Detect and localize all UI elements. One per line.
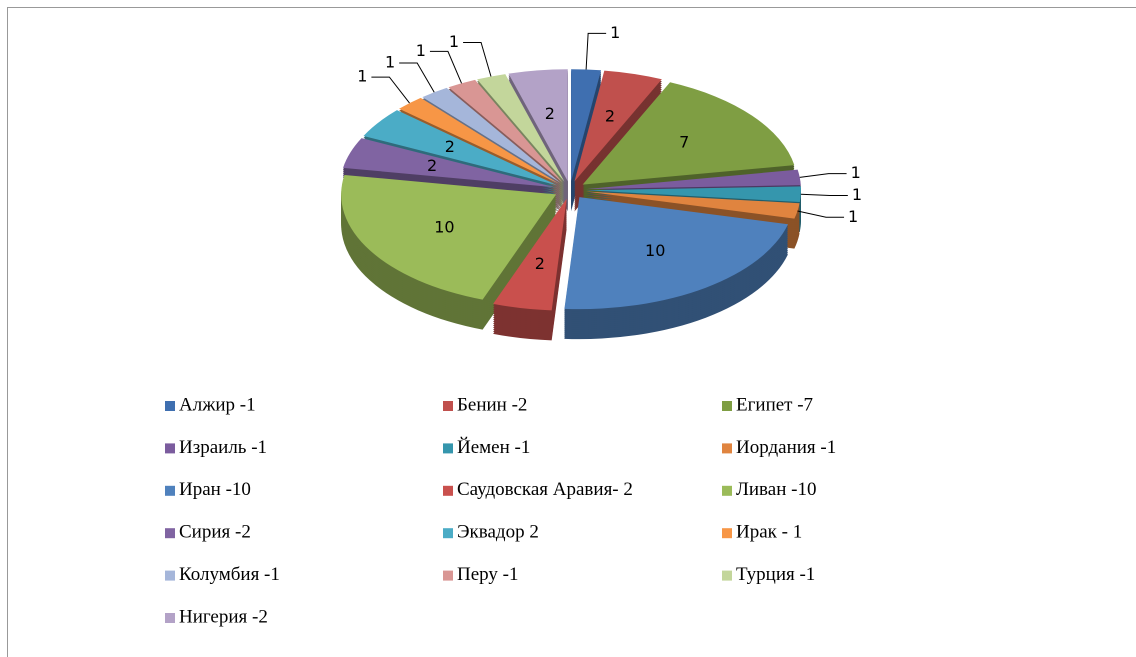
legend-label: Турция -1 <box>736 564 815 585</box>
legend-label: Израиль -1 <box>179 437 267 458</box>
legend-swatch <box>165 401 175 411</box>
slice <box>564 197 789 310</box>
data-label: 10 <box>434 218 454 237</box>
legend-label: Бенин -2 <box>457 394 527 415</box>
data-label: 7 <box>679 133 689 152</box>
legend-swatch <box>722 401 732 411</box>
legend-swatch <box>165 613 175 623</box>
legend-swatch <box>443 528 453 539</box>
data-label: 2 <box>535 254 545 273</box>
legend-swatch <box>165 443 175 454</box>
legend-label: Иран -10 <box>179 479 251 500</box>
data-label: 1 <box>848 207 858 226</box>
leader-line <box>463 41 492 77</box>
data-label: 1 <box>610 23 620 42</box>
slice-side <box>585 193 800 221</box>
legend-label: Перу -1 <box>457 564 518 585</box>
legend-swatch <box>722 570 732 581</box>
data-label: 10 <box>645 241 665 260</box>
slice <box>363 110 557 186</box>
leader-line <box>799 173 847 178</box>
slice <box>477 74 565 182</box>
legend-label: Алжир -1 <box>179 394 256 415</box>
data-label: 1 <box>385 52 395 71</box>
slice <box>585 169 801 190</box>
legend-label: Иордания -1 <box>736 437 836 458</box>
slice <box>493 198 567 311</box>
data-label: 2 <box>545 104 555 123</box>
data-label: 1 <box>449 32 459 51</box>
slice <box>585 191 800 219</box>
data-label: 1 <box>852 185 862 204</box>
slice <box>343 138 555 188</box>
legend-swatch <box>722 485 732 496</box>
legend-label: Колумбия -1 <box>179 564 280 585</box>
legend-swatch <box>722 443 732 454</box>
slice <box>508 69 568 182</box>
legend-label: Египет -7 <box>736 394 813 415</box>
legend-swatch <box>165 528 175 539</box>
legend-label: Ирак - 1 <box>736 522 802 543</box>
data-label: 2 <box>427 156 437 175</box>
data-label: 2 <box>605 106 615 125</box>
leader-line <box>429 50 463 84</box>
legend-label: Саудовская Аравия- 2 <box>457 479 633 500</box>
leader-line <box>585 32 607 70</box>
leader-line <box>399 62 435 93</box>
legend-swatch <box>165 570 175 581</box>
slice-side <box>585 197 800 225</box>
leader-line <box>797 210 845 218</box>
leader-line <box>371 76 410 104</box>
legend-swatch <box>443 570 453 581</box>
legend-swatch <box>165 485 175 496</box>
legend-swatch <box>443 443 453 454</box>
legend-label: Ливан -10 <box>736 479 816 500</box>
legend-label: Нигерия -2 <box>179 606 268 627</box>
data-label: 2 <box>445 137 455 156</box>
slice <box>448 79 563 183</box>
slice <box>582 82 795 185</box>
data-label: 1 <box>851 163 861 182</box>
legend-label: Йемен -1 <box>457 437 530 458</box>
legend-swatch <box>722 528 732 539</box>
slice <box>341 174 557 300</box>
slice <box>399 97 559 184</box>
slice <box>574 70 662 182</box>
slice <box>585 186 801 203</box>
legend-label: Сирия -2 <box>179 522 251 543</box>
legend-swatch <box>443 401 453 411</box>
data-label: 1 <box>416 41 426 60</box>
slice <box>422 87 561 183</box>
data-label: 1 <box>357 67 367 86</box>
slice-side <box>585 195 800 223</box>
leader-line <box>800 193 848 196</box>
legend-swatch <box>443 485 453 496</box>
legend-label: Эквадор 2 <box>457 522 539 543</box>
slice <box>571 69 602 182</box>
